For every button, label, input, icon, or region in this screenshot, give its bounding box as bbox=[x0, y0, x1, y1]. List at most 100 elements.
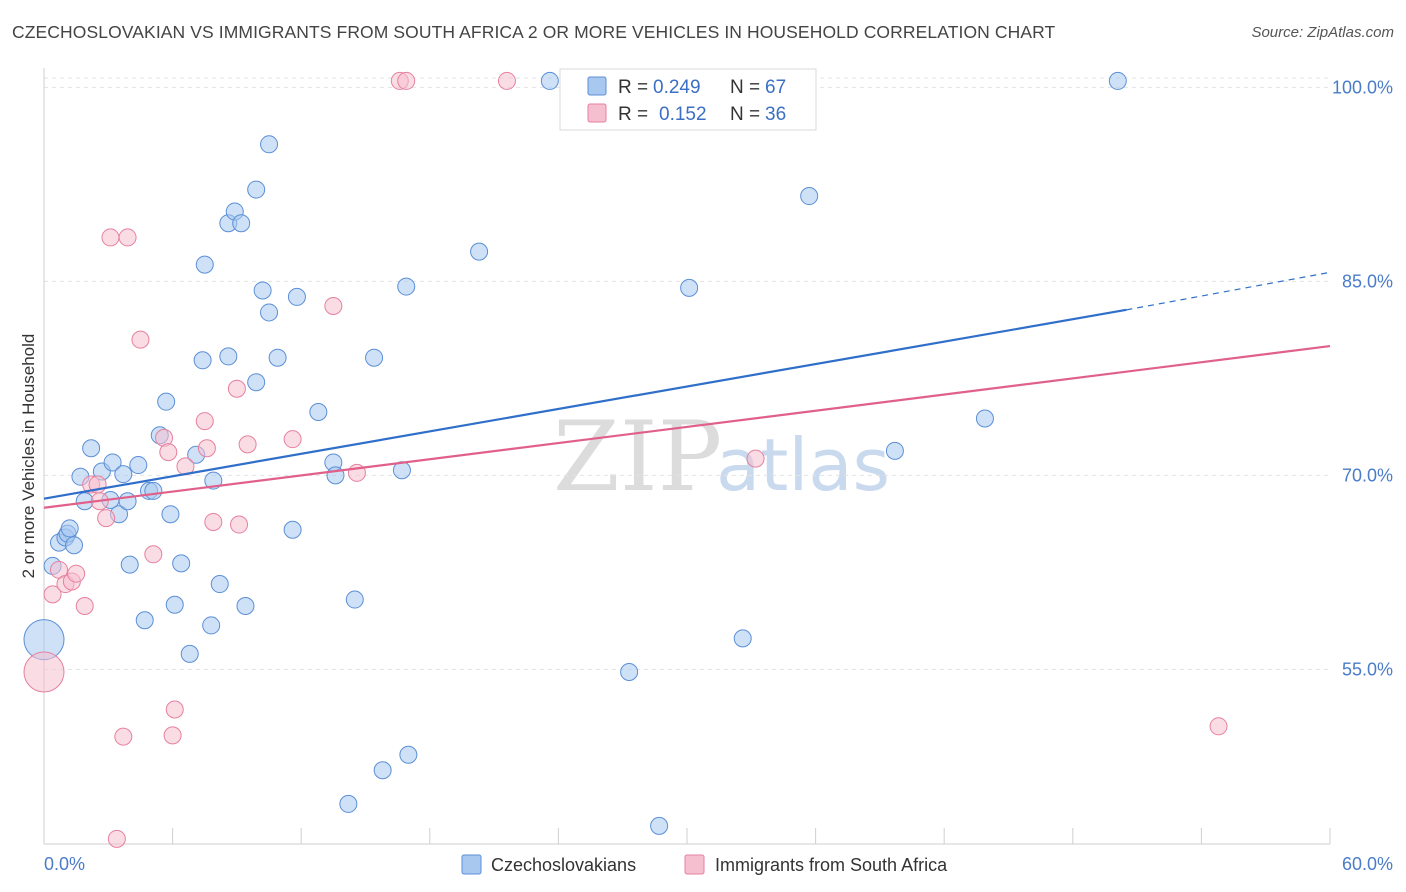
y-tick-label: 100.0% bbox=[1332, 77, 1393, 97]
trend-line bbox=[43, 308, 1127, 500]
data-point bbox=[114, 465, 133, 484]
data-point bbox=[620, 662, 639, 681]
data-point bbox=[204, 512, 223, 531]
series-legend: Czechoslovakians Immigrants from South A… bbox=[461, 854, 948, 875]
data-point bbox=[60, 519, 79, 538]
data-point bbox=[253, 281, 272, 300]
data-point bbox=[800, 187, 819, 206]
data-point bbox=[397, 71, 416, 90]
data-point bbox=[1108, 71, 1127, 90]
data-point bbox=[165, 595, 184, 614]
data-point bbox=[135, 611, 154, 630]
bottom-legend-label-czechoslovakians: Czechoslovakians bbox=[491, 855, 636, 875]
chart-source: Source: ZipAtlas.com bbox=[1251, 24, 1394, 41]
data-point bbox=[399, 745, 418, 764]
trend-line bbox=[43, 344, 1331, 509]
bottom-legend-label-south-africa: Immigrants from South Africa bbox=[715, 855, 948, 875]
data-point bbox=[193, 351, 212, 370]
data-point bbox=[118, 228, 137, 247]
series-czechoslovakians-points bbox=[23, 71, 1127, 835]
data-point bbox=[202, 616, 221, 635]
legend-r-label-south-africa: R = bbox=[618, 104, 648, 125]
watermark-zip: ZIP bbox=[553, 401, 722, 513]
data-point bbox=[373, 761, 392, 780]
trend-line-extension bbox=[1126, 271, 1331, 311]
data-point bbox=[210, 575, 229, 594]
data-point bbox=[219, 347, 238, 366]
data-point bbox=[733, 629, 752, 648]
data-point bbox=[114, 727, 133, 746]
y-tick-label: 70.0% bbox=[1342, 465, 1393, 485]
data-point bbox=[232, 214, 251, 233]
data-point bbox=[247, 180, 266, 199]
legend-n-label-south-africa: N = bbox=[730, 104, 760, 125]
legend-r-value-czechoslovakians: 0.249 bbox=[653, 77, 701, 98]
data-point bbox=[397, 277, 416, 296]
data-point bbox=[680, 278, 699, 297]
data-point bbox=[163, 726, 182, 745]
data-point bbox=[161, 505, 180, 524]
trend-lines bbox=[43, 271, 1331, 509]
x-tick-label-min: 0.0% bbox=[44, 854, 85, 874]
data-point bbox=[144, 481, 163, 500]
series-south-africa-points bbox=[23, 71, 1228, 848]
data-point bbox=[75, 597, 94, 616]
data-point bbox=[324, 296, 343, 315]
x-ticks bbox=[43, 828, 1331, 844]
stats-legend: R = 0.249 N = 67 R = 0.152 N = 36 bbox=[559, 68, 817, 131]
data-point bbox=[23, 651, 65, 693]
data-point bbox=[260, 303, 279, 322]
data-point bbox=[43, 585, 62, 604]
data-point bbox=[131, 330, 150, 349]
y-tick-label: 55.0% bbox=[1342, 659, 1393, 679]
data-point bbox=[103, 453, 122, 472]
data-point bbox=[247, 373, 266, 392]
data-point bbox=[470, 242, 489, 261]
y-axis-label: 2 or more Vehicles in Household bbox=[19, 334, 38, 579]
data-point bbox=[238, 435, 257, 454]
data-point bbox=[67, 564, 86, 583]
data-point bbox=[1209, 717, 1228, 736]
data-point bbox=[97, 509, 116, 528]
data-point bbox=[195, 255, 214, 274]
data-point bbox=[339, 794, 358, 813]
legend-n-value-czechoslovakians: 67 bbox=[765, 77, 786, 98]
data-point bbox=[540, 71, 559, 90]
data-point bbox=[746, 449, 765, 468]
data-point bbox=[165, 700, 184, 719]
data-point bbox=[650, 816, 669, 835]
data-point bbox=[197, 439, 216, 458]
legend-n-value-south-africa: 36 bbox=[765, 104, 786, 125]
data-point bbox=[230, 515, 249, 534]
data-point bbox=[227, 379, 246, 398]
y-tick-labels: 55.0% 70.0% 85.0% 100.0% bbox=[1332, 77, 1393, 679]
data-point bbox=[345, 590, 364, 609]
data-point bbox=[82, 439, 101, 458]
data-point bbox=[309, 403, 328, 422]
y-tick-label: 85.0% bbox=[1342, 271, 1393, 291]
data-point bbox=[195, 412, 214, 431]
watermark: ZIP atlas bbox=[553, 401, 890, 513]
data-point bbox=[144, 545, 163, 564]
data-point bbox=[365, 348, 384, 367]
data-point bbox=[885, 441, 904, 460]
watermark-atlas: atlas bbox=[716, 423, 890, 507]
data-point bbox=[107, 829, 126, 848]
data-point bbox=[129, 456, 148, 475]
legend-swatch-south-africa bbox=[587, 103, 607, 123]
data-point bbox=[287, 287, 306, 306]
grid-lines bbox=[44, 77, 1330, 670]
data-point bbox=[236, 597, 255, 616]
data-point bbox=[975, 409, 994, 428]
data-point bbox=[268, 348, 287, 367]
legend-swatch-czechoslovakians bbox=[587, 76, 607, 96]
data-point bbox=[120, 555, 139, 574]
bottom-legend-swatch-czechoslovakians bbox=[461, 854, 482, 875]
data-point bbox=[283, 430, 302, 449]
data-point bbox=[157, 392, 176, 411]
data-point bbox=[118, 492, 137, 511]
data-point bbox=[180, 644, 199, 663]
x-tick-label-max: 60.0% bbox=[1342, 854, 1393, 874]
data-point bbox=[65, 536, 84, 555]
data-point bbox=[497, 71, 516, 90]
